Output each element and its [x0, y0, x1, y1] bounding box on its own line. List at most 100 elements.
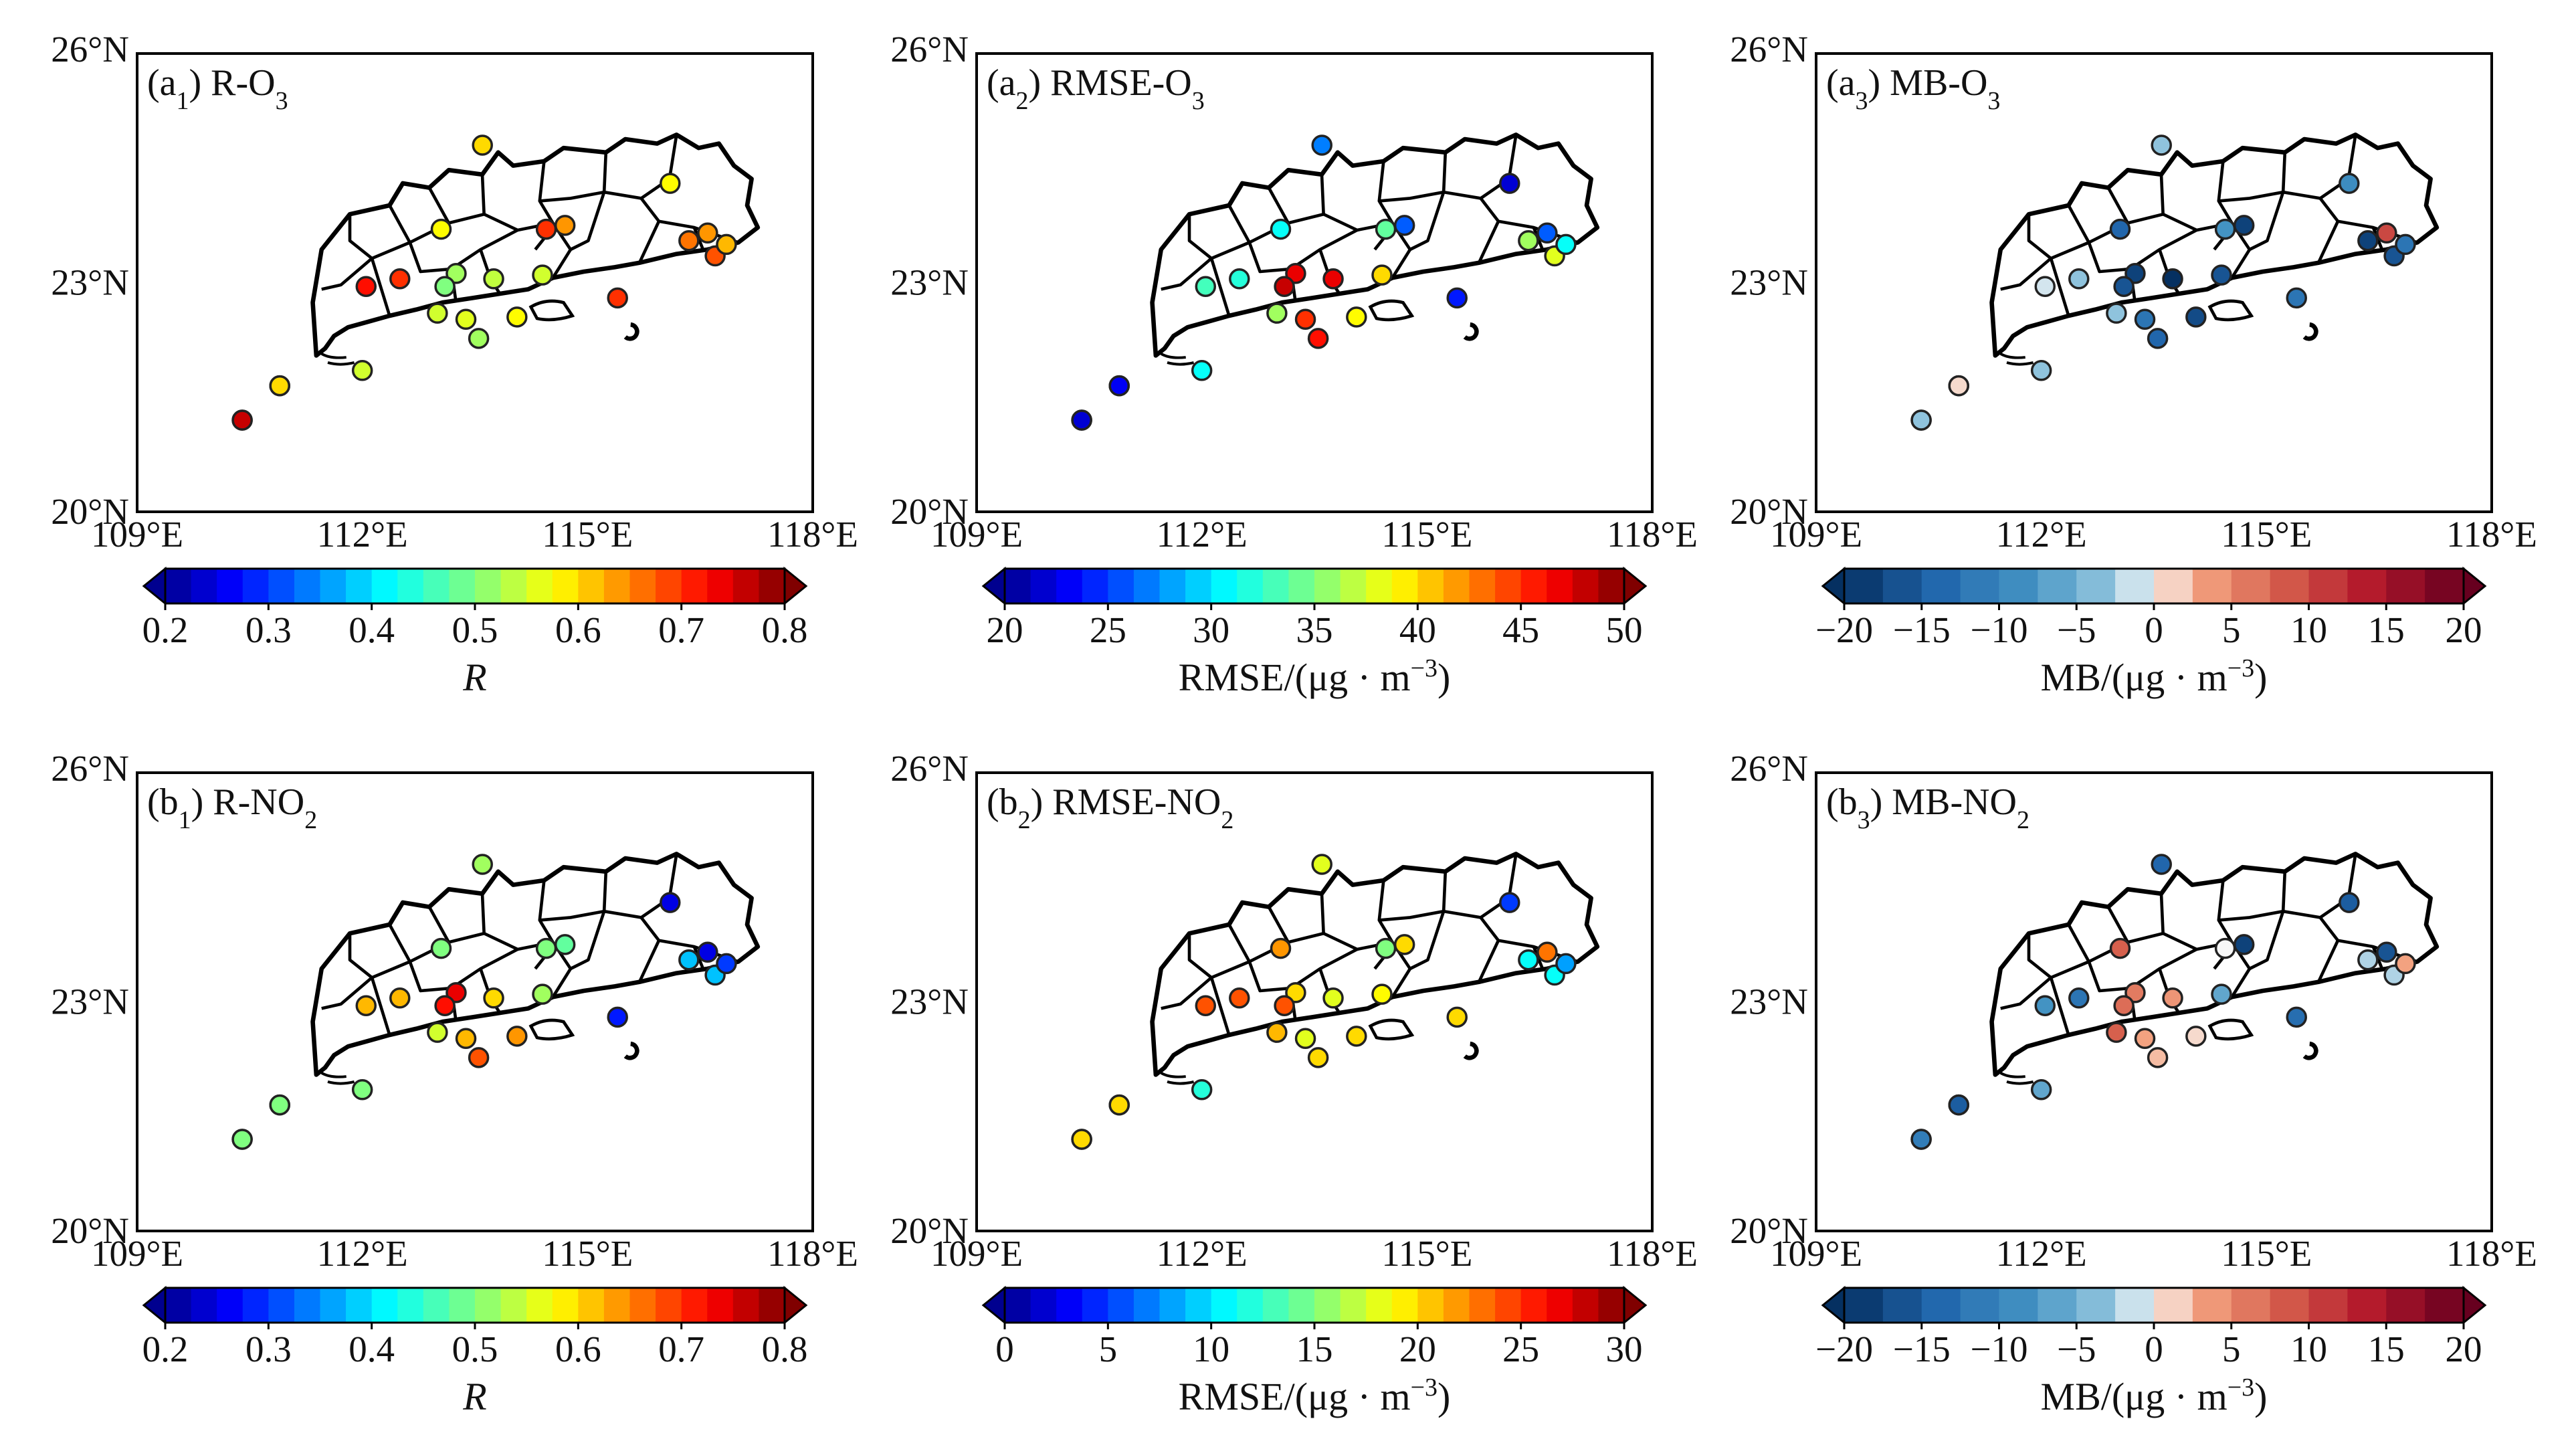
station-marker [455, 308, 477, 330]
station-marker [434, 276, 456, 297]
leizhou-peninsula-coast [320, 1072, 355, 1085]
colorbar-segment [1082, 569, 1108, 603]
station-marker [1910, 1129, 1932, 1150]
colorbar-segment [2154, 1288, 2193, 1323]
station-marker [1346, 306, 1367, 328]
colorbar-segment [2192, 1288, 2232, 1323]
station-marker [2134, 308, 2156, 330]
station-marker [389, 268, 411, 290]
station-marker [2034, 995, 2056, 1016]
colorbar-tick-label: 40 [1399, 609, 1436, 650]
colorbar-segment [1443, 569, 1470, 603]
station-marker [607, 287, 628, 309]
colorbar-tick-label: 5 [2222, 609, 2241, 650]
island-outline [2302, 1041, 2318, 1060]
station-marker [535, 937, 557, 959]
station-marker [427, 302, 448, 324]
colorbar-tick-label: 0.4 [349, 609, 395, 650]
colorbar-segment [1159, 569, 1186, 603]
colorbar-max-extend [783, 1285, 808, 1325]
longitude-tick-label: 115°E [1381, 1233, 1472, 1274]
colorbar-title: MB/(μg · m−3) [2041, 654, 2268, 699]
colorbar-tick-label: 5 [1099, 1329, 1118, 1369]
station-marker [1108, 1094, 1130, 1116]
station-marker [607, 1006, 628, 1028]
colorbar-segment [732, 569, 760, 603]
island-outline [623, 322, 639, 341]
colorbar-tick-label: −20 [1815, 1329, 1873, 1369]
longitude-tick-label: 118°E [1607, 1233, 1698, 1274]
station-marker [2151, 134, 2172, 156]
colorbar-segment [552, 1288, 579, 1323]
station-marker [2211, 264, 2232, 286]
longitude-tick-label: 109°E [91, 1233, 183, 1274]
colorbar-segment [500, 1288, 527, 1323]
colorbar-segment [1999, 1288, 2038, 1323]
colorbar-segment [1495, 569, 1522, 603]
colorbar-segment [1391, 1288, 1418, 1323]
station-marker [1499, 173, 1520, 194]
colorbar-min-extend [981, 566, 1006, 606]
station-marker [231, 409, 253, 431]
panel-title: (b3) MB-NO2 [1826, 781, 2029, 834]
colorbar-tick-label: −15 [1893, 609, 1951, 650]
station-marker [2376, 941, 2397, 963]
colorbar-segment [1366, 569, 1393, 603]
colorbar: 0 5 10 15 20 25 30 RMSE/(μg · m−3) [981, 1285, 1648, 1418]
station-marker [1270, 218, 1292, 240]
latitude-tick-label: 20°N [51, 491, 129, 532]
guangdong-map [313, 134, 758, 366]
station-marker [1948, 1094, 1969, 1116]
colorbar-segment [1030, 1288, 1057, 1323]
longitude-tick-label: 118°E [1607, 514, 1698, 555]
colorbar-segment [2154, 569, 2193, 603]
colorbar-segment [1921, 569, 1961, 603]
station-marker [351, 1079, 373, 1101]
colorbar-segment [1417, 569, 1444, 603]
colorbar-segment [1999, 569, 2038, 603]
colorbar-segment [1340, 1288, 1367, 1323]
station-marker [1555, 233, 1577, 256]
colorbar-segment [1547, 1288, 1573, 1323]
colorbar-min-extend [142, 1285, 167, 1325]
station-marker [2214, 937, 2236, 959]
longitude-tick-label: 109°E [1770, 514, 1862, 555]
colorbar-segment [1082, 1288, 1108, 1323]
colorbar-max-extend [1623, 566, 1648, 606]
station-marker [455, 1028, 477, 1050]
colorbar-segment [191, 569, 217, 603]
colorbar-segment [656, 1288, 682, 1323]
latitude-tick-label: 26°N [890, 748, 969, 789]
leizhou-peninsula-coast [1160, 1072, 1195, 1085]
station-marker [2395, 953, 2416, 975]
station-marker [2339, 173, 2360, 194]
colorbar-segment [2038, 1288, 2077, 1323]
colorbar-segment [1262, 1288, 1290, 1323]
station-marker [1285, 263, 1306, 284]
colorbar-tick-label: −10 [1970, 1329, 2027, 1369]
station-marker [2106, 1022, 2127, 1043]
colorbar-segment [526, 569, 553, 603]
station-marker [1229, 268, 1250, 290]
map-frame [975, 771, 1654, 1232]
colorbar-segment [1960, 1288, 2000, 1323]
colorbar-segment [1211, 569, 1237, 603]
panel-title: (b2) RMSE-NO2 [987, 781, 1233, 834]
colorbar-segment [1391, 569, 1418, 603]
station-marker [1518, 949, 1539, 971]
station-marker [1375, 218, 1397, 240]
station-marker [2109, 937, 2131, 959]
colorbar-segment [397, 1288, 424, 1323]
colorbar-tick-label: 25 [1090, 609, 1126, 650]
colorbar-segment [1547, 569, 1573, 603]
hong-kong-macau-outline [528, 299, 575, 322]
colorbar-segment [1340, 569, 1367, 603]
colorbar-title: RMSE/(μg · m−3) [1179, 654, 1451, 699]
station-marker [1555, 953, 1577, 975]
colorbar-segment [1520, 569, 1547, 603]
colorbar-segment [1469, 569, 1496, 603]
station-marker [468, 328, 490, 349]
longitude-tick-label: 112°E [1157, 1233, 1248, 1274]
station-marker [2185, 1026, 2207, 1047]
